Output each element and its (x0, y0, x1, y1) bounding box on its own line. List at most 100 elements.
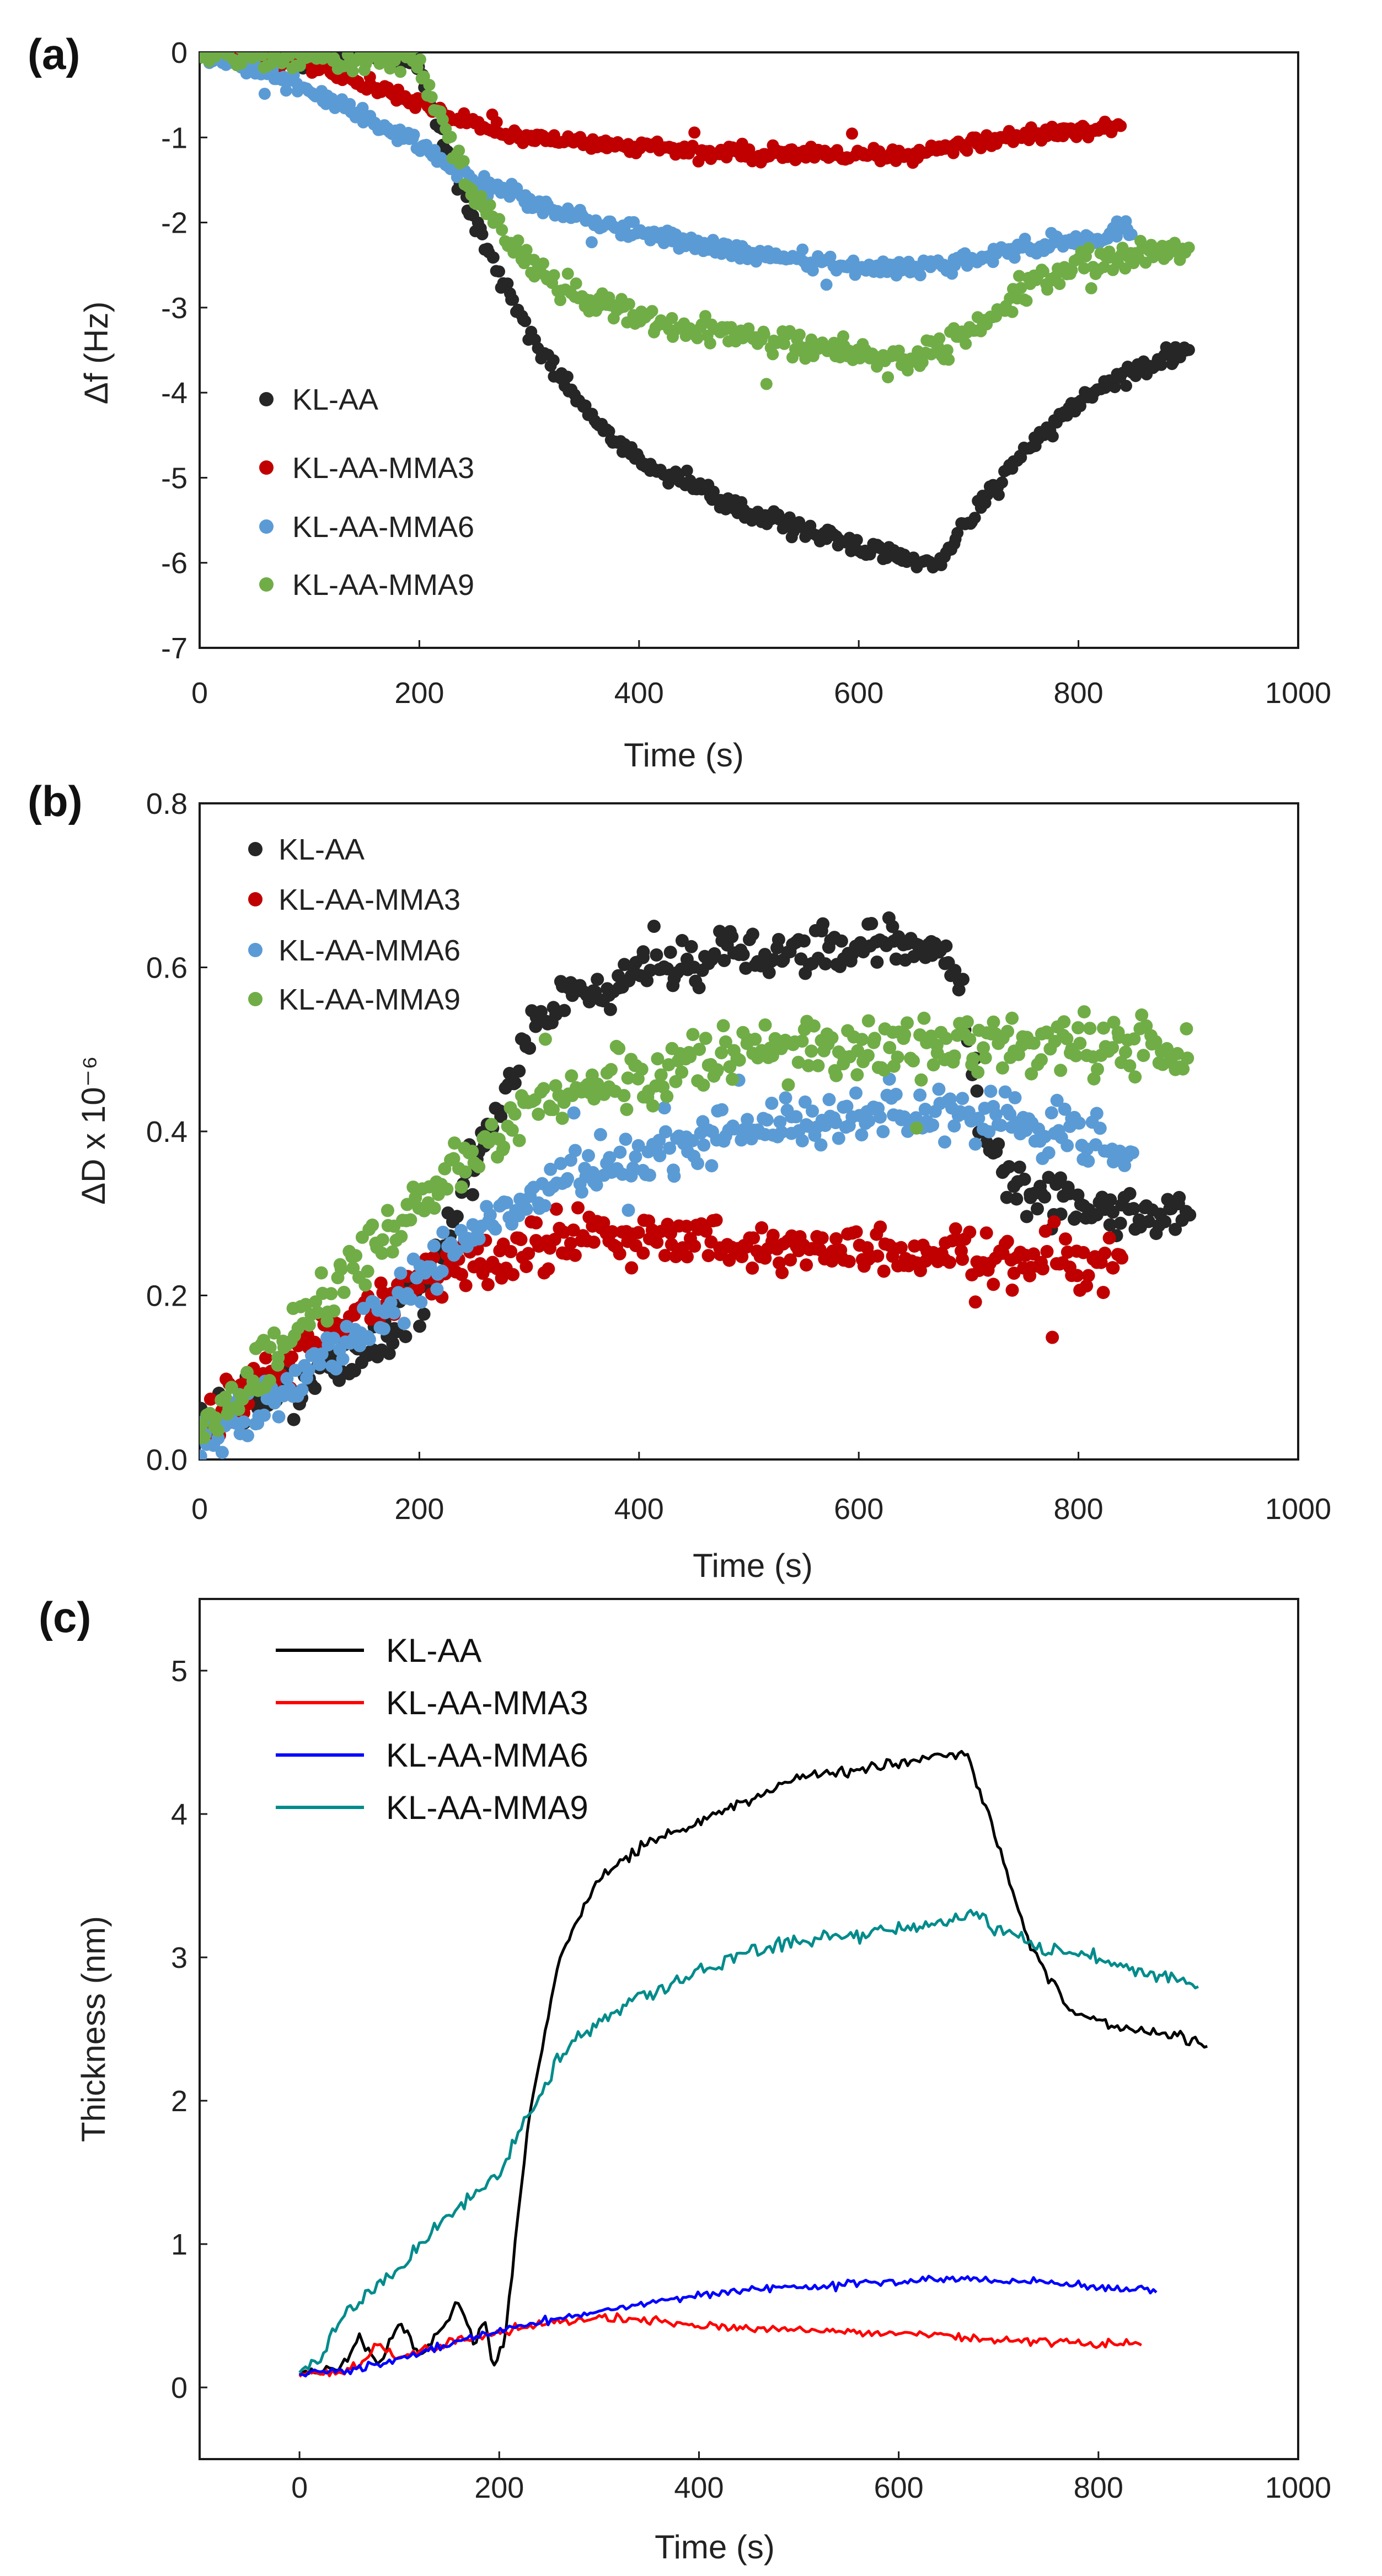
data-point (1038, 1190, 1052, 1204)
data-point (747, 1231, 760, 1245)
data-point (1038, 1225, 1052, 1238)
data-point (621, 1071, 635, 1085)
data-point (646, 305, 658, 318)
data-point (344, 40, 356, 52)
data-point (538, 1199, 551, 1212)
data-point (1010, 1192, 1024, 1206)
data-point (977, 1041, 990, 1055)
data-point (1020, 294, 1033, 307)
data-point (1015, 451, 1027, 464)
data-point (353, 1339, 367, 1353)
data-point (816, 917, 830, 931)
data-point (514, 1233, 528, 1247)
plot-frame-a (199, 51, 1299, 649)
data-point (868, 1032, 881, 1045)
data-point (1135, 1008, 1149, 1022)
legend-label-kl-aa-mma6: KL-AA-MMA6 (278, 934, 460, 967)
data-point (758, 328, 770, 340)
y-tick-label: 3 (171, 1941, 188, 1974)
data-point (519, 1260, 533, 1274)
data-point (829, 1232, 843, 1246)
data-point (218, 1391, 232, 1404)
data-point (472, 1160, 486, 1174)
data-point (849, 1225, 863, 1239)
data-point (1002, 1160, 1016, 1173)
data-point (606, 1225, 619, 1238)
data-point (651, 1052, 665, 1066)
data-point (561, 371, 574, 383)
data-point (617, 1089, 631, 1102)
data-point (490, 116, 503, 128)
data-point (806, 1104, 819, 1118)
data-point (554, 294, 566, 307)
data-point (436, 114, 449, 126)
series-kl-aa-mma6 (200, 1072, 1139, 1459)
data-point (271, 1351, 285, 1364)
data-point (295, 1383, 309, 1397)
data-point (1182, 242, 1195, 254)
data-point (993, 489, 1005, 501)
x-tick-label: 600 (874, 2471, 924, 2504)
data-point (1050, 1093, 1064, 1107)
data-point (507, 293, 519, 306)
data-point (496, 224, 508, 236)
data-point (450, 1244, 464, 1258)
data-point (1037, 265, 1049, 278)
data-point (625, 1261, 639, 1275)
data-point (963, 1033, 977, 1046)
data-point (1169, 1222, 1182, 1236)
data-point (267, 1326, 281, 1340)
data-point (798, 1095, 812, 1109)
data-point (914, 269, 926, 282)
data-point (1127, 1032, 1141, 1046)
data-point (736, 948, 750, 962)
y-tick-label: 0.6 (146, 952, 188, 985)
data-point (901, 364, 914, 377)
data-point (1036, 1262, 1049, 1276)
data-point (394, 66, 407, 78)
x-axis-label-b: Time (s) (693, 1547, 813, 1584)
panel-label-c: (c) (39, 1593, 91, 1641)
data-point (377, 1322, 390, 1336)
data-point (989, 1108, 1003, 1121)
data-point (947, 1049, 961, 1063)
data-point (547, 354, 560, 367)
data-point (772, 933, 785, 946)
data-point (681, 464, 693, 477)
data-point (1047, 1215, 1061, 1229)
data-point (448, 1136, 462, 1150)
data-point (916, 356, 929, 369)
data-point (1096, 1286, 1110, 1300)
data-point (440, 1182, 454, 1196)
data-point (1085, 282, 1097, 294)
data-point (829, 1069, 843, 1082)
data-point (582, 1149, 595, 1162)
data-point (825, 1031, 839, 1045)
data-point (1119, 1045, 1132, 1059)
data-point (956, 973, 969, 986)
data-point (489, 1222, 502, 1236)
data-point (511, 244, 524, 256)
data-point (658, 1249, 672, 1263)
data-point (907, 1054, 920, 1067)
y-tick-label: -4 (161, 377, 188, 410)
data-point (544, 1162, 558, 1176)
series-line-kl-aa (298, 1749, 1208, 2376)
data-point (585, 236, 598, 249)
data-point (302, 1318, 316, 1332)
legend-marker-kl-aa-mma3 (259, 460, 274, 475)
data-point (384, 1296, 398, 1310)
data-point (1077, 1005, 1091, 1019)
y-tick-label: -7 (161, 632, 188, 665)
data-point (327, 1332, 340, 1345)
legend-c: KL-AA KL-AA-MMA3 KL-AA-MMA6 KL-AA-MMA9 (276, 1632, 588, 1826)
data-point (699, 310, 711, 323)
x-axis-label-c: Time (s) (655, 2529, 775, 2566)
data-point (211, 1424, 224, 1437)
data-point (1169, 341, 1182, 353)
series-kl-aa-mma3 (200, 1201, 1129, 1442)
data-point (832, 1131, 845, 1145)
data-point (1053, 278, 1066, 291)
data-point (334, 1262, 348, 1276)
data-point (1098, 1246, 1112, 1260)
